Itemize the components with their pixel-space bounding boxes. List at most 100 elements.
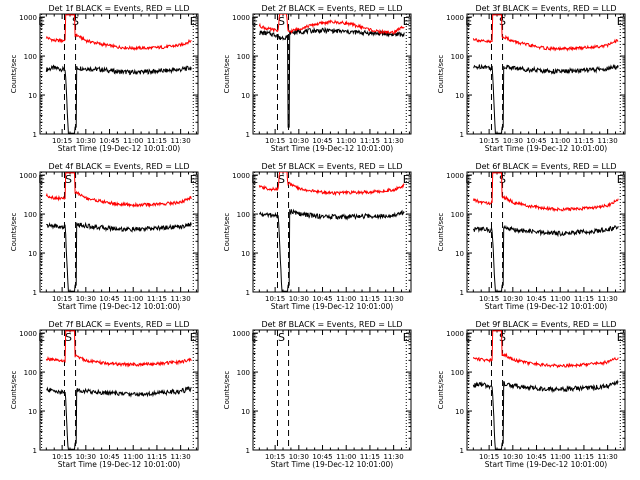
marker-E-label: E xyxy=(617,173,624,186)
x-tick-label: 10:15 xyxy=(479,137,499,145)
y-tick-label: 100 xyxy=(24,369,37,377)
axis-box xyxy=(466,13,626,135)
x-tick-label: 10:45 xyxy=(99,453,119,461)
y-tick-label: 1 xyxy=(460,447,464,455)
lld-series-line xyxy=(472,172,619,213)
y-tick-label: 100 xyxy=(237,53,250,61)
marker-E-label: E xyxy=(403,331,410,344)
y-tick-label: 10 xyxy=(455,408,464,416)
axis-box xyxy=(39,329,199,451)
x-tick-label: 10:45 xyxy=(526,137,546,145)
y-tick-label: 1 xyxy=(33,447,37,455)
y-tick-label: 100 xyxy=(451,369,464,377)
x-tick-label: 11:30 xyxy=(598,453,618,461)
y-tick-label: 100 xyxy=(24,211,37,219)
chart-panel-6: Det 6f BLACK = Events, RED = LLD 1 10 100 10… xyxy=(437,162,626,311)
y-tick-label: 1000 xyxy=(232,172,250,180)
x-axis-label: Start Time (19-Dec-12 10:01:00) xyxy=(271,302,393,311)
x-tick-label: 11:15 xyxy=(574,295,594,303)
chart-title: Det 7f BLACK = Events, RED = LLD xyxy=(48,320,189,329)
y-tick-label: 100 xyxy=(451,211,464,219)
y-axis-label: Counts/sec xyxy=(10,55,18,94)
lld-series-line xyxy=(45,14,192,51)
x-tick-label: 10:15 xyxy=(265,453,285,461)
chart-title: Det 4f BLACK = Events, RED = LLD xyxy=(48,162,189,171)
x-tick-label: 10:15 xyxy=(52,453,72,461)
marker-E-label: E xyxy=(465,15,472,28)
x-tick-label: 10:15 xyxy=(52,295,72,303)
marker-S-label: S xyxy=(65,173,72,186)
x-tick-label: 10:15 xyxy=(479,295,499,303)
lld-series-line xyxy=(472,330,619,369)
marker-E-label: E xyxy=(403,173,410,186)
y-axis-label: Counts/sec xyxy=(437,371,445,410)
chart-panel-7: Det 7f BLACK = Events, RED = LLD 1 10 100 10… xyxy=(10,320,199,469)
y-tick-label: 100 xyxy=(237,369,250,377)
x-tick-label: 11:15 xyxy=(147,295,167,303)
chart-panel-3: Det 3f BLACK = Events, RED = LLD 1 10 100 10… xyxy=(437,4,626,153)
x-tick-label: 11:30 xyxy=(171,453,191,461)
y-tick-label: 1000 xyxy=(446,172,464,180)
events-series-line xyxy=(45,64,192,134)
chart-panel-1: Det 1f BLACK = Events, RED = LLD 1 10 100 10… xyxy=(10,4,199,153)
marker-E-label: E xyxy=(465,331,472,344)
x-tick-label: 10:45 xyxy=(312,453,332,461)
x-tick-label: 10:45 xyxy=(312,295,332,303)
y-axis-label: Counts/sec xyxy=(223,213,231,252)
x-tick-label: 10:30 xyxy=(76,453,96,461)
x-tick-label: 10:30 xyxy=(503,295,523,303)
marker-E-label: E xyxy=(251,331,258,344)
marker-E-label: E xyxy=(465,173,472,186)
x-tick-label: 11:30 xyxy=(384,137,404,145)
events-series-line xyxy=(259,26,405,128)
axis-box xyxy=(39,171,199,293)
y-axis-label: Counts/sec xyxy=(10,371,18,410)
marker-S-label: S xyxy=(278,15,285,28)
x-tick-label: 11:00 xyxy=(550,295,570,303)
y-tick-label: 100 xyxy=(24,53,37,61)
x-tick-label: 11:30 xyxy=(171,137,191,145)
y-tick-label: 1 xyxy=(246,447,250,455)
x-tick-label: 11:00 xyxy=(336,453,356,461)
marker-E-label: E xyxy=(190,15,197,28)
y-tick-label: 10 xyxy=(455,250,464,258)
x-tick-label: 10:30 xyxy=(289,137,309,145)
x-tick-label: 10:15 xyxy=(52,137,72,145)
lld-series-line xyxy=(258,14,405,35)
x-tick-label: 11:15 xyxy=(147,453,167,461)
x-axis-label: Start Time (19-Dec-12 10:01:00) xyxy=(271,144,393,153)
x-tick-label: 10:30 xyxy=(289,295,309,303)
y-tick-label: 1 xyxy=(460,131,464,139)
y-tick-label: 1000 xyxy=(446,330,464,338)
x-tick-label: 10:30 xyxy=(289,453,309,461)
chart-title: Det 2f BLACK = Events, RED = LLD xyxy=(261,4,402,13)
y-tick-label: 10 xyxy=(28,92,37,100)
x-tick-label: 11:00 xyxy=(123,295,143,303)
x-tick-label: 10:45 xyxy=(99,137,119,145)
x-tick-label: 10:45 xyxy=(526,295,546,303)
x-tick-label: 10:45 xyxy=(312,137,332,145)
y-axis-label: Counts/sec xyxy=(10,213,18,252)
marker-E-label: E xyxy=(38,331,45,344)
chart-title: Det 9f BLACK = Events, RED = LLD xyxy=(475,320,616,329)
y-tick-label: 1000 xyxy=(232,330,250,338)
marker-S-label: S xyxy=(499,331,506,344)
x-tick-label: 11:15 xyxy=(147,137,167,145)
events-series-line xyxy=(472,224,619,292)
y-axis-label: Counts/sec xyxy=(437,55,445,94)
x-tick-label: 11:30 xyxy=(598,137,618,145)
x-tick-label: 10:30 xyxy=(503,453,523,461)
lld-series-line xyxy=(45,172,192,209)
x-axis-label: Start Time (19-Dec-12 10:01:00) xyxy=(485,144,607,153)
y-tick-label: 1000 xyxy=(446,14,464,22)
chart-title: Det 3f BLACK = Events, RED = LLD xyxy=(475,4,616,13)
x-tick-label: 11:00 xyxy=(550,137,570,145)
chart-title: Det 8f BLACK = Events, RED = LLD xyxy=(261,320,402,329)
x-tick-label: 10:30 xyxy=(76,137,96,145)
x-axis-label: Start Time (19-Dec-12 10:01:00) xyxy=(485,460,607,469)
x-tick-label: 11:00 xyxy=(550,453,570,461)
x-tick-label: 11:00 xyxy=(336,137,356,145)
y-tick-label: 10 xyxy=(28,408,37,416)
marker-S-label: S xyxy=(499,15,506,28)
chart-panel-2: Det 2f BLACK = Events, RED = LLD 1 10 100 10… xyxy=(223,4,412,153)
